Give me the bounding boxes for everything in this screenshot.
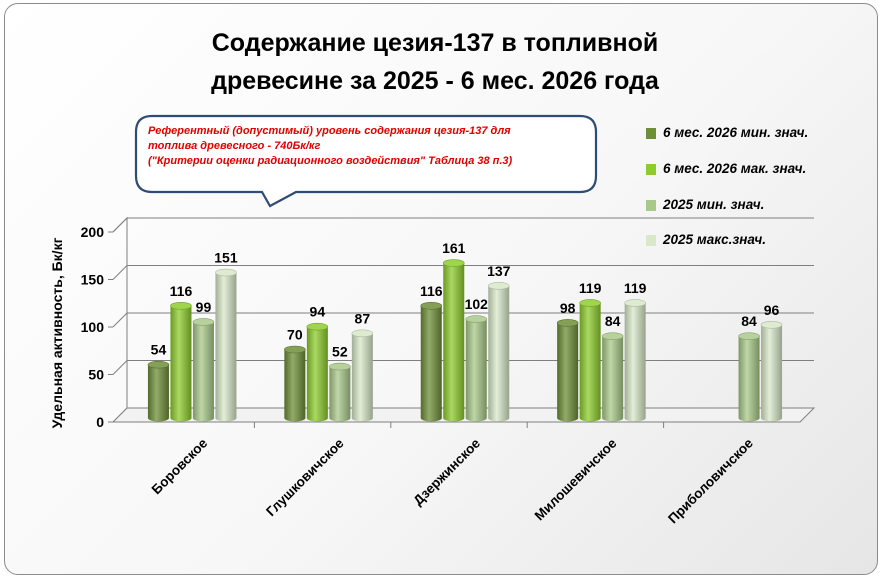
x-category-label: Приболовичское: [665, 435, 756, 526]
gridline: [112, 217, 814, 233]
chart-frame: Содержание цезия-137 в топливной древеси…: [4, 3, 878, 575]
bar-top: [170, 301, 192, 310]
bar: [306, 326, 328, 422]
bar-top: [738, 332, 760, 341]
y-tick-label: 0: [96, 414, 104, 430]
x-category-label: Дзержинское: [410, 435, 483, 508]
bar-top: [624, 299, 646, 307]
gridline: [112, 265, 814, 280]
data-label: 54: [151, 342, 167, 358]
legend-label-2026-max: 6 мес. 2026 мак. знач.: [663, 161, 807, 176]
bar: [624, 302, 646, 422]
legend-swatch-2025-max: [646, 235, 656, 246]
y-tick-label: 100: [81, 319, 105, 335]
data-label: 94: [310, 304, 326, 320]
bar: [602, 336, 624, 422]
bar-top: [192, 318, 215, 326]
annotation-text: Референтный (допустимый) уровень содержа…: [148, 124, 578, 169]
bar-top: [465, 315, 488, 323]
chart-title-line-1: Содержание цезия-137 в топливной: [211, 29, 659, 57]
data-label: 119: [579, 280, 602, 296]
legend-swatch-2026-min: [646, 128, 656, 139]
data-label: 116: [420, 283, 443, 299]
data-label: 87: [355, 310, 371, 326]
bar: [420, 305, 442, 422]
bar: [215, 272, 237, 422]
y-tick-label: 200: [81, 224, 105, 240]
data-label: 161: [442, 240, 466, 256]
data-label: 119: [624, 280, 647, 296]
data-label: 70: [287, 327, 303, 343]
bar: [284, 349, 306, 422]
data-label: 96: [764, 302, 780, 318]
annotation-line-3: ("Критерии оценки радиационного воздейст…: [148, 155, 513, 167]
y-axis-title: Удельная активность, Бк/кг: [49, 237, 65, 428]
bar: [579, 302, 601, 422]
x-category-label: Милошевичское: [532, 435, 620, 523]
bar: [329, 366, 351, 422]
bar-top: [329, 362, 351, 371]
legend-label-2025-max: 2025 макс.знач.: [663, 232, 767, 247]
bar: [192, 321, 214, 422]
bar-top: [442, 259, 465, 267]
bar-top: [215, 268, 237, 277]
bar: [465, 319, 487, 422]
bar: [443, 263, 465, 422]
legend-label-2026-min: 6 мес. 2026 мин. знач.: [663, 125, 809, 140]
data-label: 99: [196, 299, 212, 315]
legend-swatch-2025-min: [646, 200, 656, 211]
bar-top: [760, 320, 783, 329]
x-category-label: Глушковичское: [263, 435, 347, 519]
y-tick-label: 150: [81, 272, 105, 288]
bar-top: [351, 329, 374, 338]
legend-label-2025-min: 2025 мин. знач.: [663, 197, 765, 212]
bar-top: [420, 301, 443, 310]
chart-title: Содержание цезия-137 в топливной древеси…: [125, 24, 745, 100]
data-label: 84: [605, 313, 621, 329]
bar: [147, 364, 169, 422]
bar-top: [147, 360, 170, 369]
bar: [170, 305, 192, 422]
bar: [557, 322, 579, 422]
annotation-line-2: топлива древесного - 740Бк/кг: [148, 140, 321, 152]
data-label: 137: [487, 263, 511, 279]
y-tick-label: 50: [88, 367, 104, 383]
bar: [738, 336, 760, 422]
data-label: 116: [170, 283, 193, 299]
bar-top: [556, 319, 579, 327]
annotation-line-1: Референтный (допустимый) уровень содержа…: [148, 125, 511, 137]
bar-top: [306, 322, 329, 331]
bar-top: [284, 345, 306, 354]
bar: [761, 324, 783, 422]
chart-title-line-2: древесине за 2025 - 6 мес. 2026 года: [211, 67, 659, 95]
annotation-callout-shape: [134, 114, 598, 208]
data-label: 84: [741, 313, 757, 329]
bar: [488, 285, 510, 422]
data-label: 151: [214, 250, 238, 266]
data-label: 102: [465, 296, 489, 312]
bar: [351, 333, 373, 422]
bar-top: [487, 282, 510, 290]
data-label: 98: [560, 300, 576, 316]
data-label: 52: [332, 344, 348, 360]
bar-top: [601, 332, 624, 341]
x-category-label: Боровское: [149, 435, 211, 497]
bar-top: [579, 299, 601, 307]
legend-swatch-2026-max: [646, 164, 656, 175]
